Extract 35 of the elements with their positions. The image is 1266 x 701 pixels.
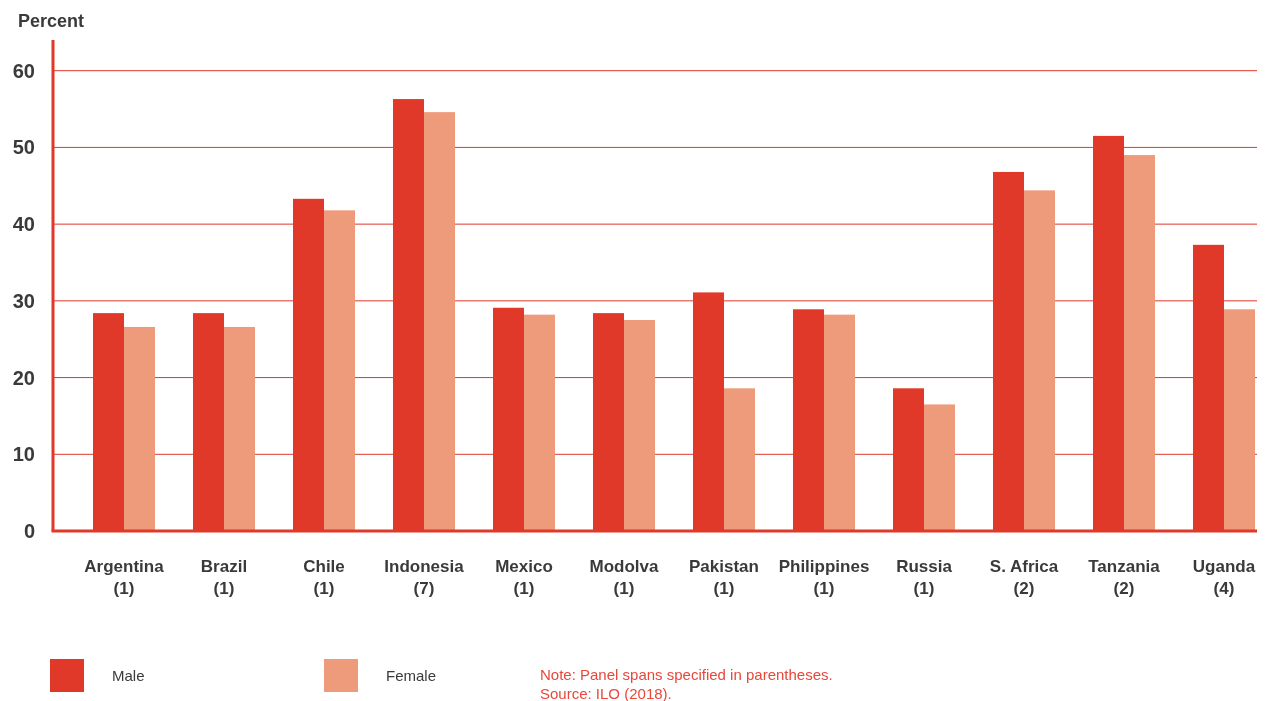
bar: [924, 404, 955, 531]
bar: [224, 326, 255, 531]
x-tick-label: Tanzania (2): [1088, 557, 1161, 598]
x-tick-label: Modolva (1): [589, 557, 660, 598]
bar: [824, 314, 855, 531]
x-tick-label: Chile (1): [303, 557, 345, 598]
y-axis-title: Percent: [18, 11, 85, 31]
y-tick-label: 50: [12, 136, 35, 159]
x-tick-label: Russia (1): [896, 557, 953, 598]
x-tick-label: Uganda (4): [1192, 557, 1256, 598]
bar: [1024, 190, 1055, 531]
x-tick-label: Indonesia (7): [384, 557, 465, 598]
bar: [424, 112, 455, 531]
bar: [1124, 155, 1155, 531]
legend-label: Female: [386, 667, 437, 684]
x-tick-label: Argentina (1): [84, 557, 165, 598]
bar: [724, 388, 755, 531]
bar: [1224, 309, 1255, 531]
bar: [624, 320, 655, 531]
x-tick-label: Philippines (1): [778, 557, 870, 598]
y-tick-label: 60: [12, 59, 35, 82]
bar: [324, 210, 355, 531]
x-tick-label: Brazil (1): [200, 557, 248, 598]
legend-label: Male: [112, 667, 145, 684]
x-tick-label: Mexico (1): [495, 557, 553, 598]
text: Note: Panel spans specified in parentheses.: [540, 666, 833, 683]
bar: [524, 314, 555, 531]
x-tick-label: Pakistan (1): [689, 557, 759, 598]
x-tick-label: S. Africa (2): [989, 557, 1059, 598]
y-tick-label: 10: [12, 443, 35, 466]
y-tick-label: 30: [12, 289, 35, 312]
y-tick-label: 40: [12, 213, 35, 236]
bar: [124, 326, 155, 531]
y-tick-label: 20: [12, 366, 35, 389]
y-tick-label: 0: [23, 520, 35, 542]
